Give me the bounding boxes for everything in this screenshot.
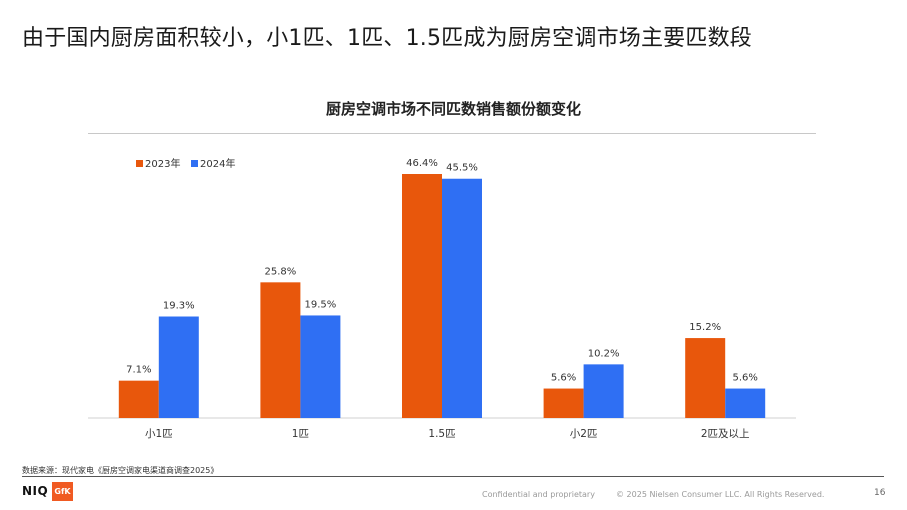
bar-2023 [685, 338, 726, 418]
bar-2023 [543, 388, 584, 418]
page-number: 16 [874, 488, 886, 498]
data-label: 46.4% [406, 158, 438, 169]
bar-2023 [118, 380, 159, 418]
copyright-note: © 2025 Nielsen Consumer LLC. All Rights … [616, 490, 825, 499]
bar-2024 [583, 364, 624, 418]
footer-divider [22, 476, 884, 477]
x-tick-label: 小2匹 [570, 428, 598, 440]
niq-logo: NIQ [22, 484, 49, 498]
legend-label: 2024年 [200, 157, 235, 170]
bar-2024 [300, 315, 341, 418]
data-label: 19.3% [163, 301, 195, 312]
data-label: 25.8% [265, 266, 297, 277]
data-label: 5.6% [732, 373, 757, 384]
x-tick-label: 1匹 [292, 428, 309, 440]
x-tick-label: 小1匹 [145, 428, 173, 440]
x-tick-label: 1.5匹 [428, 428, 455, 440]
data-label: 5.6% [551, 373, 576, 384]
page-headline: 由于国内厨房面积较小，小1匹、1匹、1.5匹成为厨房空调市场主要匹数段 [22, 26, 752, 51]
data-label: 15.2% [689, 322, 721, 333]
source-note: 数据来源：现代家电《厨房空调家电渠道商调查2025》 [22, 466, 219, 475]
chart-title: 厨房空调市场不同匹数销售额份额变化 [325, 100, 581, 118]
data-label: 7.1% [126, 365, 151, 376]
bar-2023 [402, 174, 442, 418]
bar-chart: 7.1% 19.3% 小1匹 25.8% 19.5% 1匹 46.4% 45.5% 1.5匹 5.… [88, 157, 796, 440]
legend-label: 2023年 [145, 157, 180, 170]
data-label: 10.2% [588, 348, 620, 359]
bar-2023 [260, 282, 301, 418]
legend-swatch [191, 160, 198, 167]
confidential-note: Confidential and proprietary [482, 490, 595, 499]
data-label: 19.5% [305, 299, 337, 310]
x-tick-label: 2匹及以上 [701, 428, 750, 440]
bar-2024 [725, 388, 766, 418]
title-divider [88, 133, 816, 134]
bar-2024 [158, 316, 199, 418]
bar-2024 [442, 178, 482, 418]
legend-swatch [136, 160, 143, 167]
gfk-logo: GfK [52, 482, 73, 501]
data-label: 45.5% [446, 163, 478, 174]
